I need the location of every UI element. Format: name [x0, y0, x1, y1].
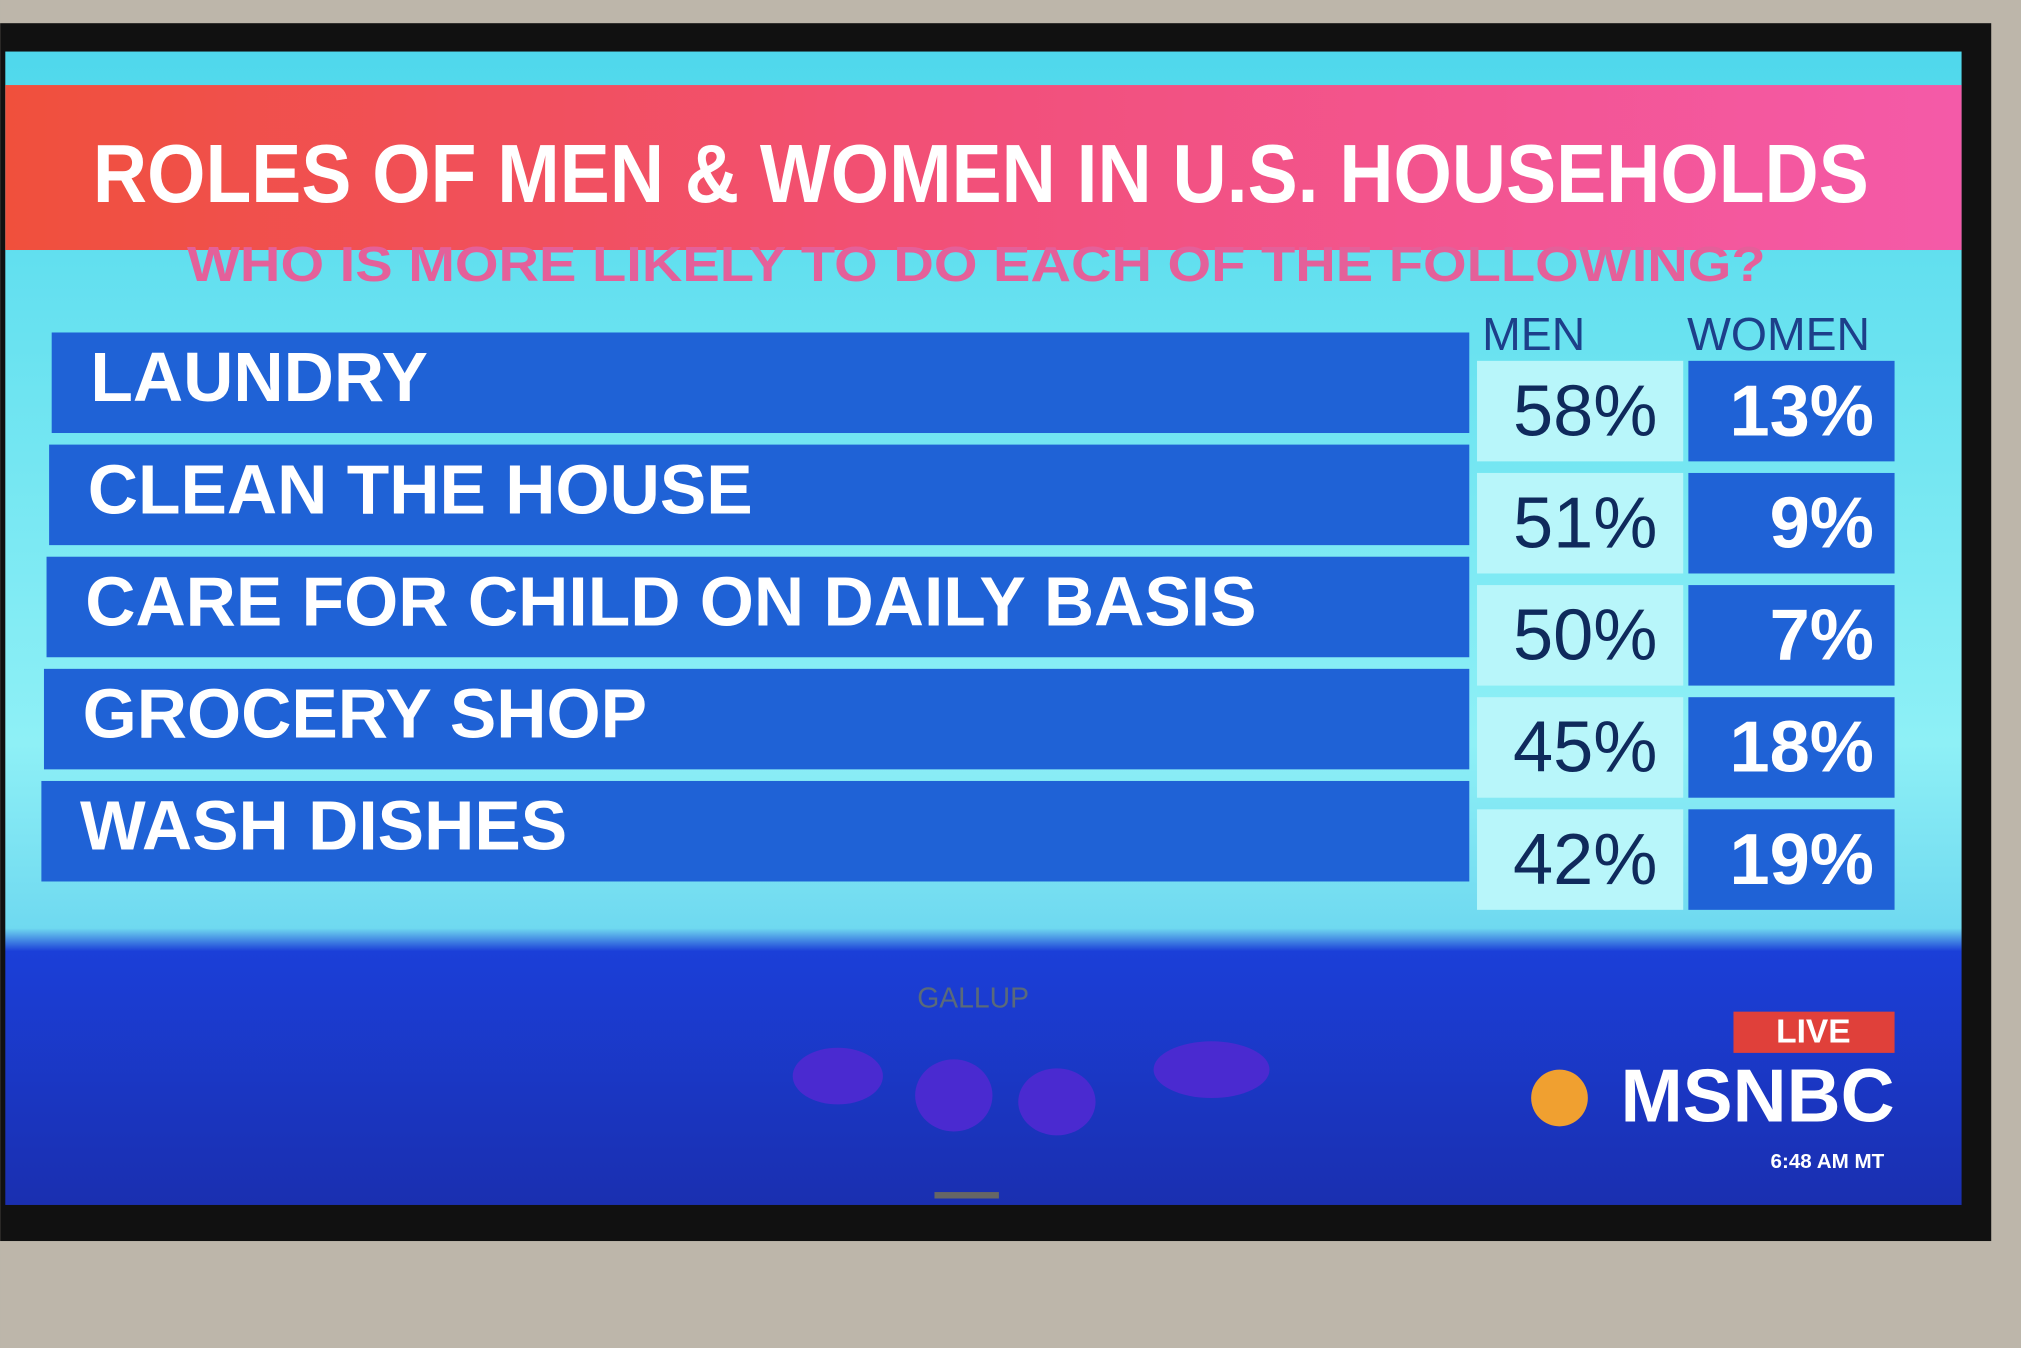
network: MSNBC: [1621, 1054, 1895, 1138]
source: GALLUP: [917, 983, 1029, 1015]
time: 6:48 AM MT: [1771, 1150, 1885, 1173]
men-cell: [1477, 472, 1684, 574]
men-value: 45%: [1513, 708, 1657, 788]
decor: [915, 1059, 993, 1132]
row-label: LAUNDRY: [90, 338, 428, 416]
decor: [792, 1047, 883, 1105]
tv-led: [934, 1192, 999, 1199]
subtitle: WHO IS MORE LIKELY TO DO EACH OF THE FOL…: [187, 238, 1766, 292]
logo: [1531, 1069, 1588, 1127]
row-label: WASH DISHES: [80, 787, 567, 865]
men-cell: [1477, 809, 1684, 910]
women-value: 13%: [1730, 371, 1874, 451]
row-label: CARE FOR CHILD ON DAILY BASIS: [85, 562, 1256, 640]
women-cell: [1688, 809, 1895, 910]
column-header: MEN: [1482, 308, 1585, 360]
live-badge: [1733, 1011, 1895, 1053]
women-cell: [1688, 360, 1895, 462]
row-label: GROCERY SHOP: [83, 674, 647, 752]
row-band: [51, 332, 1470, 434]
decor: [1018, 1068, 1096, 1136]
title-bar: [5, 85, 1962, 251]
men-cell: [1477, 697, 1684, 798]
table: MEN WOMEN LAUNDRY 58% 13% CLEAN THE HOUSE 51% 9…: [41, 308, 1895, 910]
men-value: 58%: [1513, 371, 1657, 451]
women-value: 19%: [1730, 820, 1874, 900]
women-value: 18%: [1730, 708, 1874, 788]
title: ROLES OF MEN & WOMEN IN U.S. HOUSEHOLDS: [93, 128, 1869, 220]
row-band: [41, 780, 1470, 882]
men-value: 50%: [1513, 596, 1657, 676]
live-text: LIVE: [1776, 1013, 1850, 1050]
row-band: [43, 668, 1470, 770]
men-cell: [1477, 360, 1684, 462]
men-value: 51%: [1513, 483, 1657, 563]
decor: [1153, 1041, 1270, 1098]
women-cell: [1688, 585, 1895, 686]
men-cell: [1477, 585, 1684, 686]
row-band: [49, 444, 1470, 546]
column-header: WOMEN: [1687, 308, 1870, 360]
women-value: 7%: [1770, 596, 1874, 676]
row-band: [46, 556, 1470, 658]
men-value: 42%: [1513, 820, 1657, 900]
women-value: 9%: [1770, 483, 1874, 563]
women-cell: [1688, 697, 1895, 798]
row-label: CLEAN THE HOUSE: [88, 450, 753, 528]
women-cell: [1688, 472, 1895, 574]
